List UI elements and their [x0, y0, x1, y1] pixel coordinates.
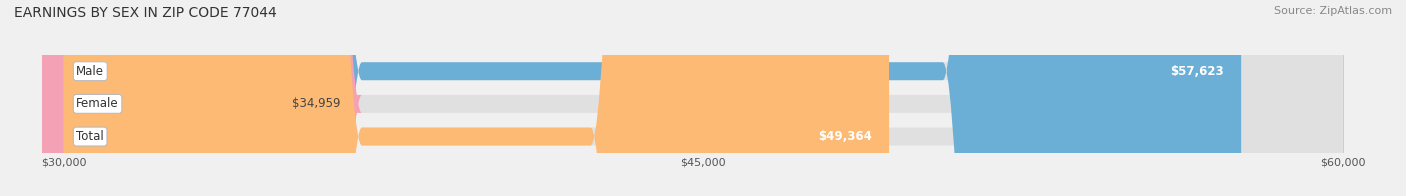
FancyBboxPatch shape — [0, 0, 361, 196]
Text: $49,364: $49,364 — [818, 130, 872, 143]
FancyBboxPatch shape — [63, 0, 889, 196]
FancyBboxPatch shape — [63, 0, 1343, 196]
FancyBboxPatch shape — [63, 0, 1343, 196]
Text: EARNINGS BY SEX IN ZIP CODE 77044: EARNINGS BY SEX IN ZIP CODE 77044 — [14, 6, 277, 20]
Text: $34,959: $34,959 — [292, 97, 340, 110]
FancyBboxPatch shape — [63, 0, 1343, 196]
Text: Source: ZipAtlas.com: Source: ZipAtlas.com — [1274, 6, 1392, 16]
Text: Female: Female — [76, 97, 120, 110]
Text: Male: Male — [76, 65, 104, 78]
FancyBboxPatch shape — [63, 0, 1241, 196]
Text: Total: Total — [76, 130, 104, 143]
Text: $57,623: $57,623 — [1170, 65, 1225, 78]
